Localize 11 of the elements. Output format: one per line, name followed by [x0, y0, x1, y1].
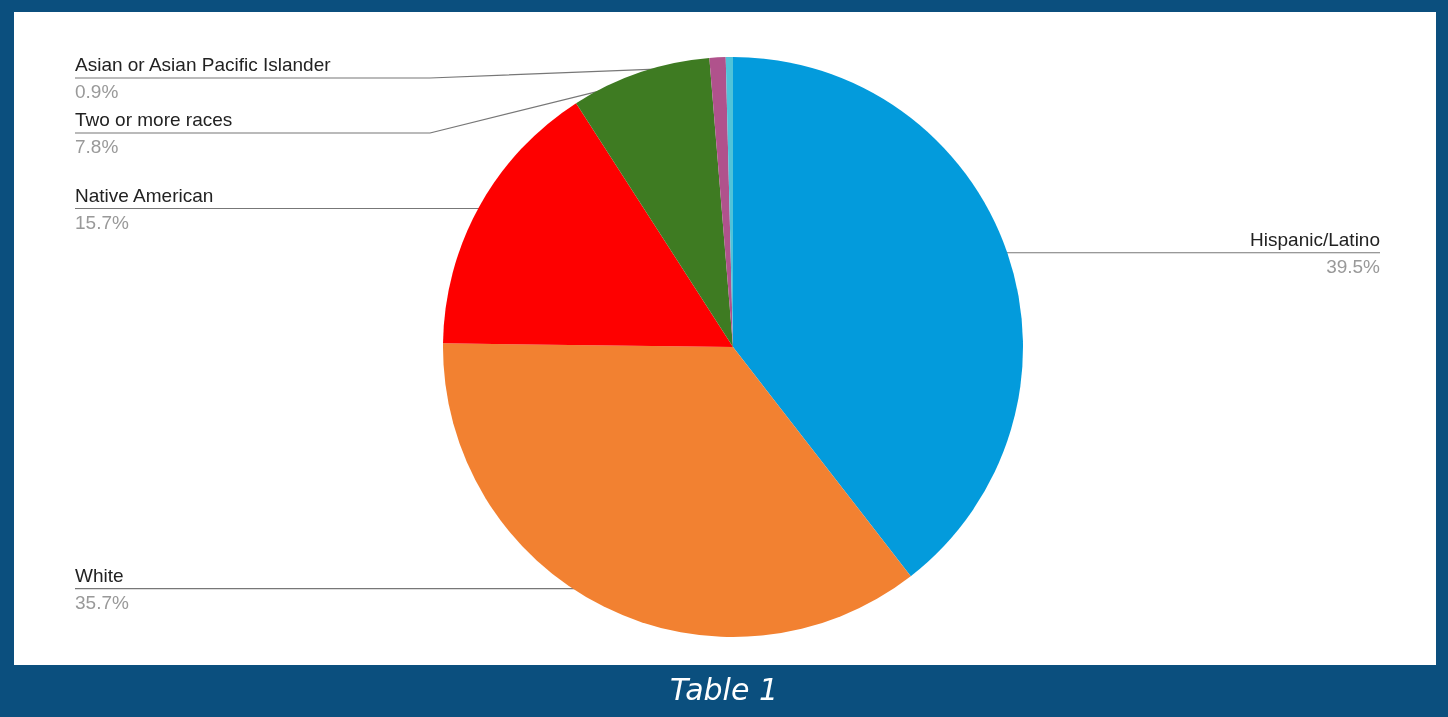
data-label: 39.5% [1326, 255, 1381, 277]
slice-label: Two or more races [75, 109, 233, 130]
data-label: 35.7% [75, 591, 129, 613]
caption: Table 1 [669, 672, 779, 707]
slice-label: Asian or Asian Pacific Islander [75, 54, 332, 75]
data-label: 0.9% [75, 81, 119, 102]
data-label: 7.8% [75, 136, 119, 157]
slice-label: Hispanic/Latino [1250, 228, 1380, 250]
slice-label: White [75, 564, 124, 586]
slice-label: Native American [75, 184, 214, 206]
data-label: 15.7% [75, 211, 129, 233]
